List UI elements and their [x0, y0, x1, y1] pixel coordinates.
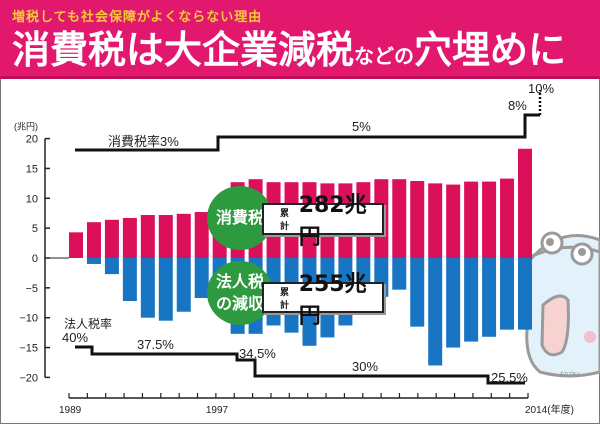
consumption-rate-label-10: 10% [528, 81, 554, 96]
bar-consumption-tax-1991 [104, 219, 119, 258]
corporate-cumulative-label: 累計 [280, 287, 290, 311]
mascot-illustration [525, 231, 600, 378]
bar-corporate-tax-1994 [158, 258, 173, 321]
y-axis: (兆円) 20 15 10 5 0 −5 −10 −15 −20 [14, 122, 69, 384]
bar-corporate-tax-1992 [122, 258, 137, 301]
bar-corporate-tax-2014 [518, 258, 532, 330]
y-tick-label: 5 [32, 223, 38, 235]
corporate-rate-label-30: 30% [352, 359, 378, 374]
bar-corporate-tax-2007 [392, 258, 407, 290]
corporate-rate-label-25-5: 25.5% [491, 370, 528, 385]
page-title: 消費税は大企業減税などの穴埋めに [12, 28, 566, 78]
bar-consumption-tax-2012 [482, 181, 497, 258]
title-part2: 穴埋めに [414, 28, 567, 72]
consumption-cumulative-label: 累計 [280, 209, 290, 232]
bar-corporate-tax-1990 [86, 258, 101, 264]
x-tick-label-1997: 1997 [206, 405, 229, 416]
y-tick-label: −10 [19, 313, 38, 325]
bar-corporate-tax-2011 [464, 258, 479, 342]
y-tick-label: 20 [26, 134, 38, 146]
bar-corporate-tax-1996 [194, 258, 209, 298]
consumption-cumulative-value: 282兆円 [298, 193, 367, 250]
corporate-tax-total-box: 累計 255兆円 [262, 272, 384, 329]
corporate-tax-circle-line1: 法人税 [215, 272, 264, 291]
corporate-cumulative-value: 255兆円 [298, 271, 367, 329]
consumption-tax-total-box: 累計 282兆円 [262, 193, 384, 250]
x-tick-label-2014: 2014(年度) [525, 403, 574, 416]
subtitle: 増税しても社会保障がよくならない理由 [12, 10, 263, 25]
bar-corporate-tax-1991 [104, 258, 119, 275]
bar-corporate-tax-2012 [482, 258, 497, 337]
tax-rate-lines [75, 90, 542, 385]
consumption-rate-label-5: 5% [352, 119, 371, 134]
y-tick-label: −5 [25, 283, 38, 295]
bar-consumption-tax-2008 [410, 180, 425, 258]
consumption-rate-line [75, 113, 540, 152]
bar-consumption-tax-1994 [158, 215, 173, 258]
x-axis: 1989 1997 2014(年度) [59, 393, 574, 416]
bars [69, 148, 532, 366]
y-tick-label: 0 [32, 253, 38, 265]
title-part1: 消費税は大企業減税 [12, 28, 355, 72]
bar-consumption-tax-1989 [69, 232, 83, 258]
bar-consumption-tax-2011 [464, 181, 479, 258]
bar-corporate-tax-2010 [446, 258, 461, 348]
bar-consumption-tax-2007 [392, 179, 407, 258]
y-tick-label: −15 [19, 343, 38, 355]
bar-corporate-tax-1993 [140, 258, 155, 318]
y-tick-label: 10 [26, 193, 38, 205]
corporate-rate-label-40: 40% [62, 330, 88, 345]
bar-consumption-tax-1993 [140, 215, 155, 258]
bar-consumption-tax-1992 [122, 218, 137, 258]
bar-corporate-tax-2008 [410, 258, 425, 327]
corporate-rate-title: 法人税率 [64, 316, 112, 331]
bar-consumption-tax-2013 [500, 178, 515, 258]
corporate-rate-line [75, 345, 525, 385]
bar-consumption-tax-1995 [176, 213, 191, 258]
bar-consumption-tax-1996 [194, 212, 209, 258]
header-banner: 増税しても社会保障がよくならない理由 消費税は大企業減税などの穴埋めに [0, 0, 600, 79]
corporate-rate-label-37-5: 37.5% [137, 337, 174, 352]
y-tick-label: −20 [19, 372, 38, 384]
consumption-rate-label-3: 消費税率3% [108, 134, 179, 149]
bar-consumption-tax-2014 [518, 148, 532, 258]
title-small: などの [354, 44, 415, 68]
corporate-tax-circle-line2: の減収 [215, 294, 264, 313]
rate-labels: 消費税率3% 5% 8% 10% 法人税率 40% 37.5% 34.5% 30… [62, 81, 554, 385]
y-axis-unit: (兆円) [14, 122, 38, 132]
consumption-rate-label-8: 8% [508, 98, 527, 113]
corporate-tax-circle: 法人税 の減収 [207, 261, 273, 325]
bar-corporate-tax-2009 [428, 258, 443, 366]
consumption-tax-circle-label: 消費税 [215, 208, 264, 227]
bar-corporate-tax-2013 [500, 258, 515, 330]
corporate-rate-label-34-5: 34.5% [239, 346, 276, 361]
bar-consumption-tax-2010 [446, 184, 461, 258]
bar-consumption-tax-1990 [86, 222, 101, 258]
y-tick-label: 15 [26, 163, 38, 175]
bar-consumption-tax-2009 [428, 183, 443, 258]
x-tick-label-1989: 1989 [59, 405, 82, 416]
copyright-text: ©カブキン [560, 371, 580, 376]
bar-corporate-tax-1995 [176, 258, 191, 312]
